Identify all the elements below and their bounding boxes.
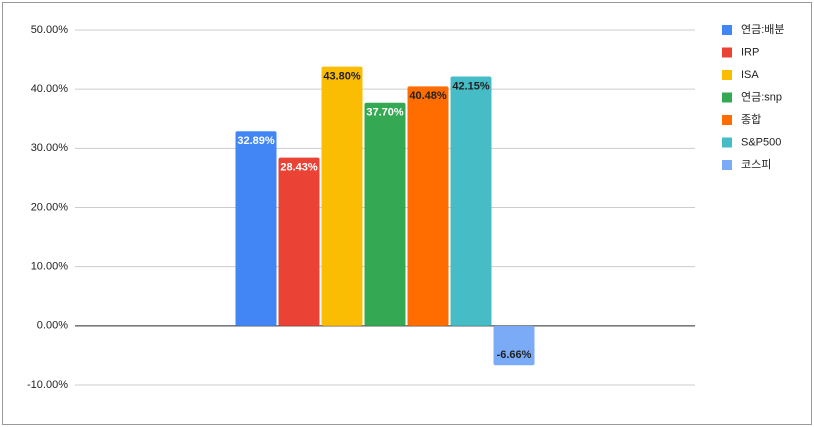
y-tick-label: 50.00% xyxy=(31,24,69,36)
value-label: 42.15% xyxy=(452,80,490,92)
legend-label: 연금:snp xyxy=(741,90,782,103)
bar xyxy=(364,102,406,326)
bar xyxy=(321,66,363,326)
bar xyxy=(235,131,277,326)
y-tick-label: 30.00% xyxy=(31,142,69,154)
y-tick-label: 20.00% xyxy=(31,201,69,213)
y-tick-label: 40.00% xyxy=(31,83,69,95)
legend-label: S&P500 xyxy=(741,136,781,148)
value-label: 43.80% xyxy=(323,71,361,83)
legend-swatch xyxy=(722,25,732,35)
legend-swatch xyxy=(722,92,732,103)
legend-swatch xyxy=(722,160,732,170)
legend-swatch xyxy=(722,115,732,125)
y-tick-label: 10.00% xyxy=(31,261,69,273)
y-tick-label: 0.00% xyxy=(37,320,68,332)
y-tick-label: -10.00% xyxy=(27,379,68,391)
legend-label: 종합 xyxy=(741,113,761,126)
legend-label: ISA xyxy=(741,69,759,81)
legend-swatch xyxy=(722,47,732,58)
legend-swatch xyxy=(722,137,732,148)
value-label: -6.66% xyxy=(497,349,532,361)
bar xyxy=(407,86,449,326)
legend-swatch xyxy=(722,70,732,80)
bar xyxy=(493,325,535,366)
legend-label: 연금:배분 xyxy=(741,23,785,36)
value-label: 28.43% xyxy=(280,162,318,174)
value-label: 37.70% xyxy=(366,107,404,119)
bar xyxy=(278,157,320,326)
legend-label: IRP xyxy=(741,46,759,58)
bar xyxy=(450,76,492,326)
value-label: 40.48% xyxy=(409,90,447,102)
legend-label: 코스피 xyxy=(741,158,771,171)
value-label: 32.89% xyxy=(237,135,275,147)
